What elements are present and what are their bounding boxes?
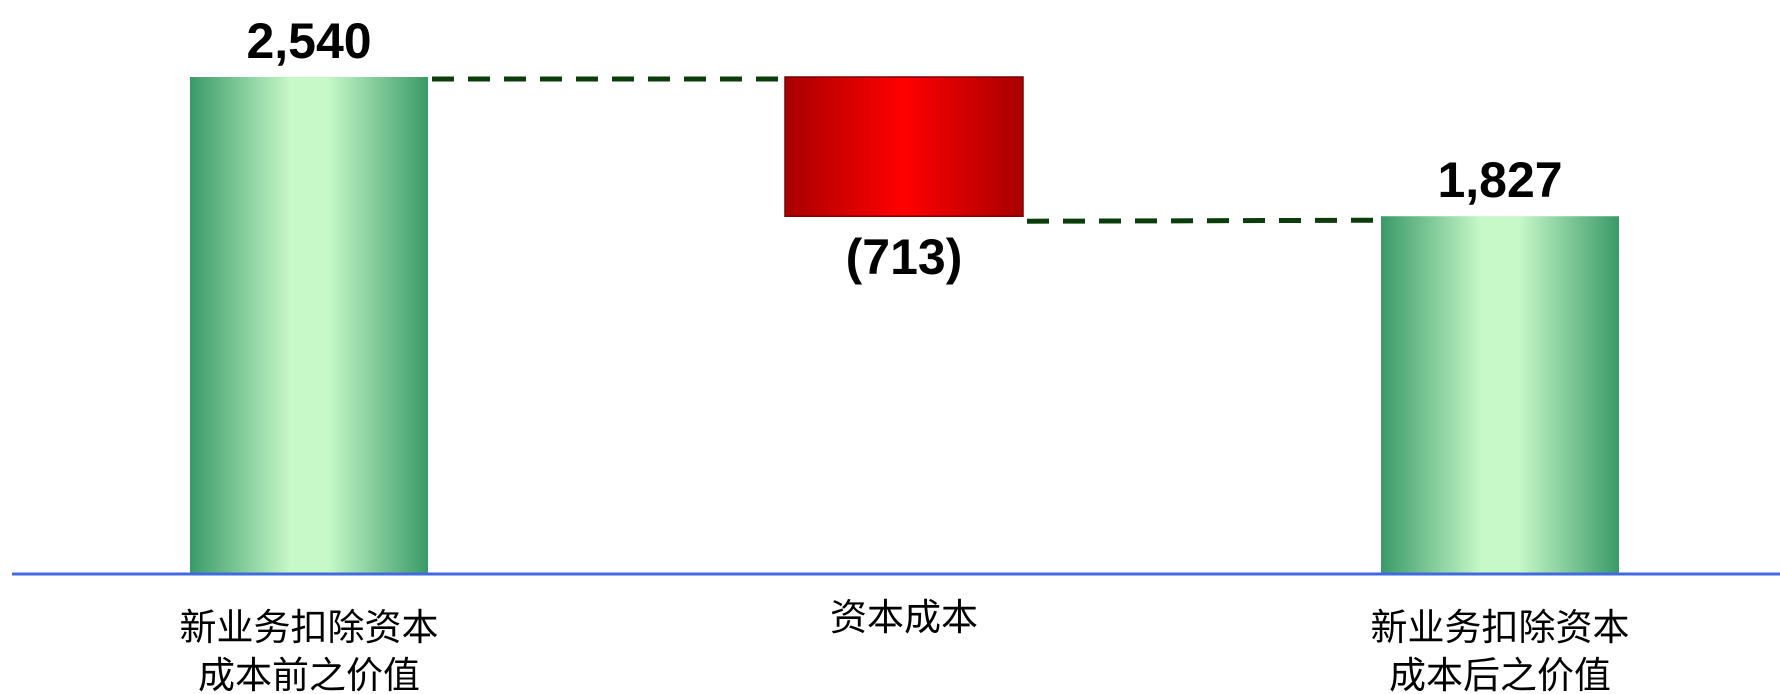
bar-total-0	[190, 77, 428, 573]
connector-1-2	[1026, 217, 1380, 224]
labels-layer: 2,540新业务扣除资本成本前之价值(713)资本成本1,827新业务扣除资本成…	[180, 13, 1630, 694]
data-label-2: 1,827	[1437, 152, 1562, 208]
category-label-2-line-1: 成本后之价值	[1389, 654, 1611, 694]
category-label-0-line-1: 成本前之价值	[198, 654, 420, 694]
data-label-1: (713)	[846, 229, 963, 285]
category-label-0-line-0: 新业务扣除资本	[180, 606, 439, 649]
bar-delta-1	[784, 76, 1024, 217]
bar-total-2	[1381, 216, 1619, 573]
bars-layer	[190, 76, 1619, 573]
data-label-0: 2,540	[246, 13, 371, 69]
category-label-2-line-0: 新业务扣除资本	[1371, 606, 1630, 649]
connectors-layer	[432, 76, 1380, 224]
category-label-1-line-0: 资本成本	[830, 596, 978, 639]
